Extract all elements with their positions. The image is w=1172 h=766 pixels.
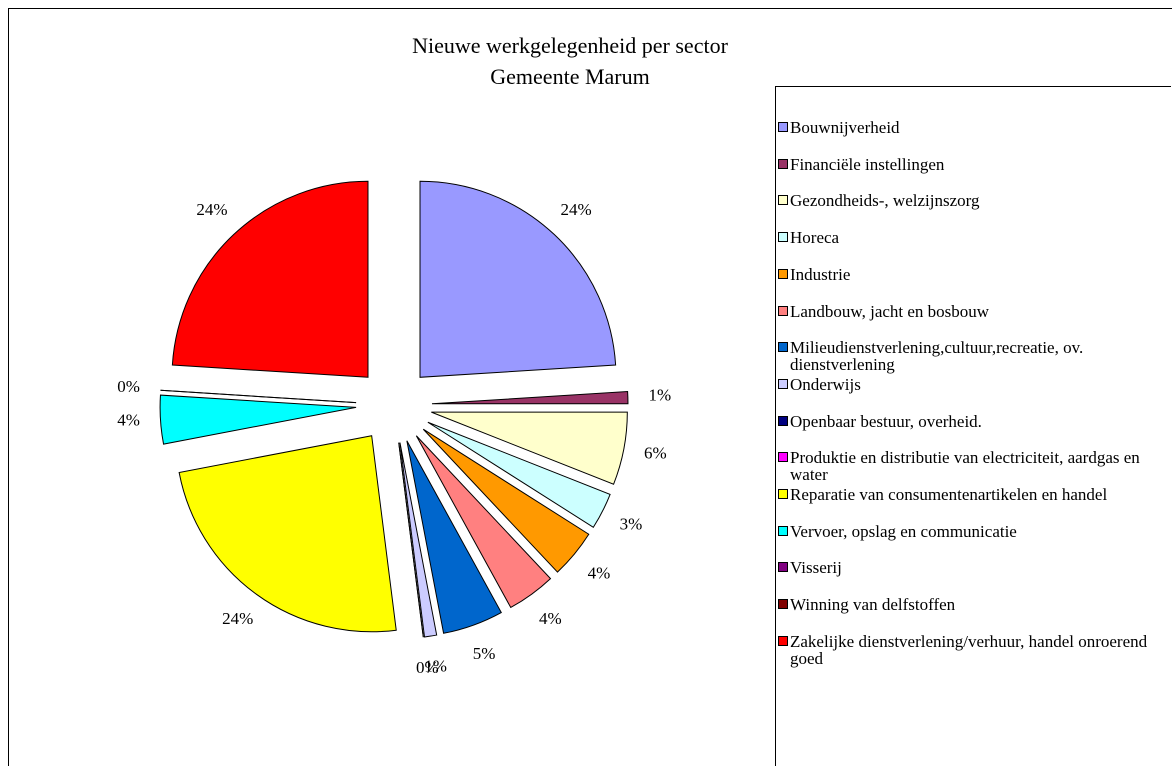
legend-swatch (778, 268, 788, 279)
legend-item: Produktie en distributie van electricite… (778, 448, 1160, 485)
legend-label: Landbouw, jacht en bosbouw (790, 301, 990, 321)
legend-item: Bouwnijverheid (778, 118, 1160, 137)
pie-slice (399, 442, 438, 638)
legend-swatch (778, 195, 788, 206)
legend-swatch (778, 378, 788, 389)
legend-item: Industrie (778, 264, 1160, 284)
data-label: 6% (644, 444, 667, 463)
chart-title: Nieuwe werkgelegenheid per sector (412, 33, 728, 58)
data-label: 24% (196, 200, 227, 219)
legend-item: Horeca (778, 228, 1160, 248)
legend-swatch (778, 415, 788, 426)
legend-label: Zakelijke dienstverlening/verhuur, hande… (790, 631, 1148, 668)
legend-label: Industrie (790, 264, 851, 284)
legend-swatch (778, 452, 788, 463)
legend-label: Onderwijs (790, 374, 861, 394)
data-label: 3% (620, 515, 643, 534)
data-label: 4% (588, 563, 611, 582)
legend-label: Reparatie van consumentenartikelen en ha… (790, 485, 1108, 504)
legend-swatch (778, 342, 788, 353)
legend-label: Gezondheids-, welzijnszorg (790, 191, 980, 211)
pie-slice (431, 411, 628, 485)
legend-item: Visserij (778, 558, 1160, 578)
legend-swatch (778, 599, 788, 610)
pie-slice (159, 394, 357, 445)
data-label: 1% (424, 657, 447, 676)
legend-item: Zakelijke dienstverlening/verhuur, hande… (778, 631, 1160, 668)
legend-swatch (778, 122, 788, 132)
legend-item: Milieudienstverlening,cultuur,recreatie,… (778, 338, 1160, 375)
pie-slice (160, 389, 357, 404)
legend-swatch (778, 525, 788, 536)
pie-slice (422, 428, 590, 573)
legend-item: Financiële instellingen (778, 154, 1160, 174)
legend-item: Openbaar bestuur, overheid. (778, 411, 1160, 431)
legend-item: Winning van delfstoffen (778, 595, 1160, 615)
pie-slice (427, 421, 611, 528)
legend-label: Winning van delfstoffen (790, 595, 956, 615)
pie-slice (171, 180, 369, 378)
legend-label: Milieudienstverlening,cultuur,recreatie,… (790, 338, 1084, 375)
legend-swatch (778, 489, 788, 499)
legend-swatch (778, 232, 788, 243)
legend-item: Landbouw, jacht en bosbouw (778, 301, 1160, 321)
pie-slice (406, 440, 502, 634)
data-label: 4% (117, 411, 140, 430)
pie-slice (431, 390, 629, 405)
legend-item: Reparatie van consumentenartikelen en ha… (778, 485, 1160, 504)
legend-label: Openbaar bestuur, overheid. (790, 411, 982, 431)
legend-item: Onderwijs (778, 374, 1160, 394)
legend-label: Horeca (790, 228, 840, 248)
legend-item: Gezondheids-, welzijnszorg (778, 191, 1160, 211)
legend-label: Bouwnijverheid (790, 118, 900, 137)
legend-item: Vervoer, opslag en communicatie (778, 521, 1160, 541)
data-label: 24% (222, 609, 253, 628)
legend: Bouwnijverheid Financiële instellingen Gez… (775, 86, 1171, 766)
pie-slice (415, 435, 552, 609)
chart-subtitle: Gemeente Marum (490, 64, 650, 89)
legend-swatch (778, 562, 788, 573)
legend-label: Financiële instellingen (790, 154, 945, 174)
data-label: 5% (473, 644, 496, 663)
data-label: 0% (117, 377, 140, 396)
legend-swatch (778, 635, 788, 646)
chart-border (8, 8, 1172, 766)
legend-label: Vervoer, opslag en communicatie (790, 521, 1017, 541)
data-label: 24% (561, 200, 592, 219)
data-label: 1% (649, 386, 672, 405)
data-label: 0% (416, 658, 439, 677)
pie-slice (419, 180, 617, 378)
pie-slice (178, 435, 397, 633)
legend-swatch (778, 305, 788, 316)
legend-swatch (778, 158, 788, 169)
legend-label: Produktie en distributie van electricite… (790, 448, 1140, 485)
legend-label: Visserij (790, 558, 842, 578)
data-label: 4% (539, 609, 562, 628)
